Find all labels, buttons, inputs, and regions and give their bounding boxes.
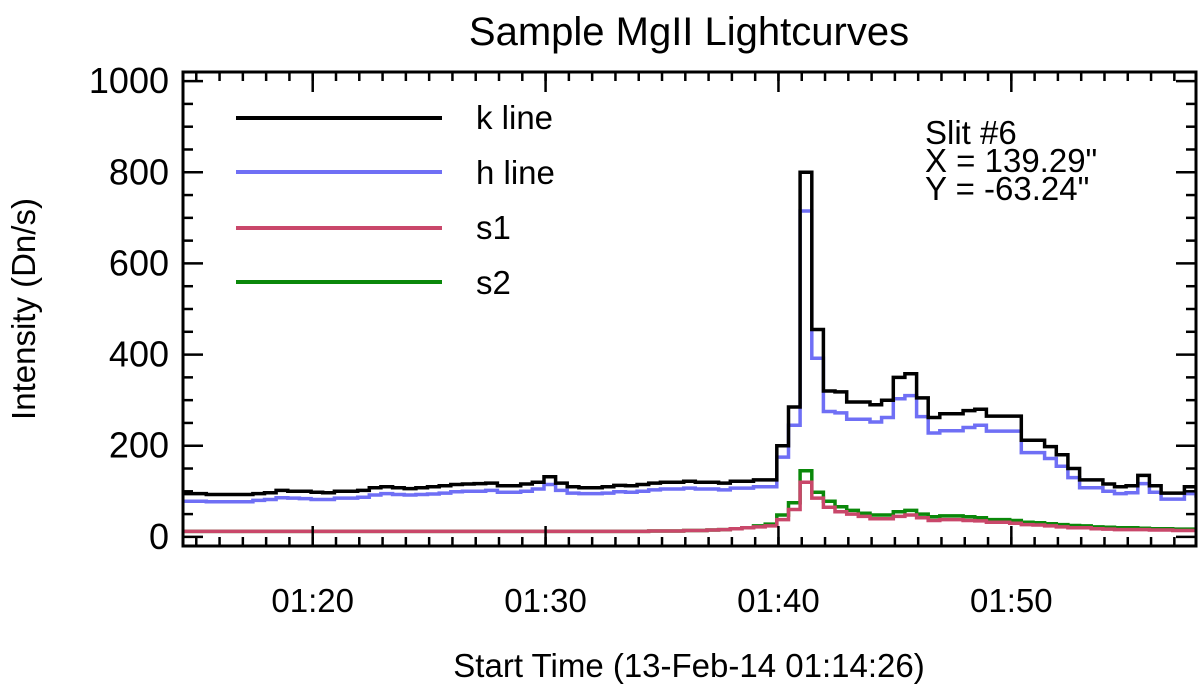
series-s1 — [183, 480, 1196, 534]
legend-label-s2: s2 — [476, 264, 511, 301]
x-axis-label: Start Time (13-Feb-14 01:14:26) — [453, 647, 924, 684]
y-tick-label: 400 — [109, 334, 169, 375]
legend-label-h-line: h line — [476, 154, 555, 191]
series-k-line — [183, 170, 1196, 497]
annotation-y: Y = -63.24" — [925, 170, 1089, 207]
y-tick-label: 0 — [149, 516, 169, 557]
legend-label-k-line: k line — [476, 99, 553, 136]
ticks-layer: 0 200 400 600 800 1000 01:20 01:30 01:40 01:50 — [89, 60, 1196, 619]
y-axis-label: Intensity (Dn/s) — [5, 198, 42, 420]
x-tick-label: 01:20 — [271, 582, 354, 619]
y-tick-label: 600 — [109, 242, 169, 283]
legend: k line h line s1 s2 — [236, 99, 555, 301]
y-tick-label: 1000 — [89, 60, 169, 101]
annotation-x: X = 139.29" — [925, 142, 1097, 179]
y-tick-label: 800 — [109, 151, 169, 192]
x-tick-label: 01:50 — [970, 582, 1053, 619]
x-tick-label: 01:40 — [737, 582, 820, 619]
y-tick-label: 200 — [109, 425, 169, 466]
series-layer — [183, 170, 1196, 534]
annotation-slit: Slit #6 — [925, 114, 1017, 151]
series-h-line — [183, 209, 1196, 504]
legend-label-s1: s1 — [476, 209, 511, 246]
slit-annotation: Slit #6 X = 139.29" Y = -63.24" — [925, 114, 1097, 207]
chart-title: Sample MgII Lightcurves — [469, 10, 909, 54]
x-tick-label: 01:30 — [504, 582, 587, 619]
